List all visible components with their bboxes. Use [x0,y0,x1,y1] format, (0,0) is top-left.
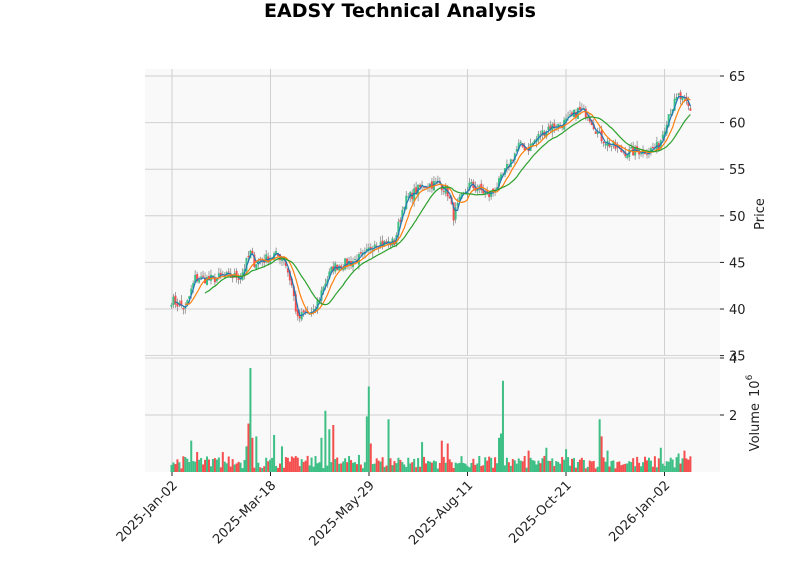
volume-panel: 42 [145,352,737,472]
price-tick-label: 55 [729,163,746,178]
price-tick-label: 65 [729,70,746,85]
price-axis-label: Price [753,198,768,230]
x-tick-label: 2026-Jan-02 [606,478,673,545]
price-tick-label: 40 [729,303,746,318]
x-tick-label: 2025-Aug-11 [406,478,476,548]
svg-text:Volume106: Volume106 [745,374,763,451]
volume-axis-label: Volume106 [745,374,763,451]
x-tick-label: 2025-Oct-21 [506,478,574,546]
volume-tick-label: 4 [729,352,737,367]
price-tick-label: 60 [729,117,746,132]
ma-medium-line [185,98,691,315]
price-tick-label: 45 [729,256,746,271]
price-tick-label: 35 [729,350,746,365]
x-tick-label: 2025-Jan-02 [114,478,181,545]
price-panel: 65 60 55 50 45 40 35 [145,69,746,365]
chart-title: EADSY Technical Analysis [264,0,536,22]
x-tick-label: 2025-May-29 [307,478,378,549]
x-tick-label: 2025-Mar-18 [210,478,279,547]
volume-bars [170,367,692,472]
x-axis: 2025-Jan-02 2025-Mar-18 2025-May-29 2025-Au… [114,472,673,549]
price-tick-label: 50 [729,210,746,225]
ma-long-line [204,114,691,306]
ma-short-line [175,95,691,317]
volume-tick-label: 2 [729,409,737,424]
